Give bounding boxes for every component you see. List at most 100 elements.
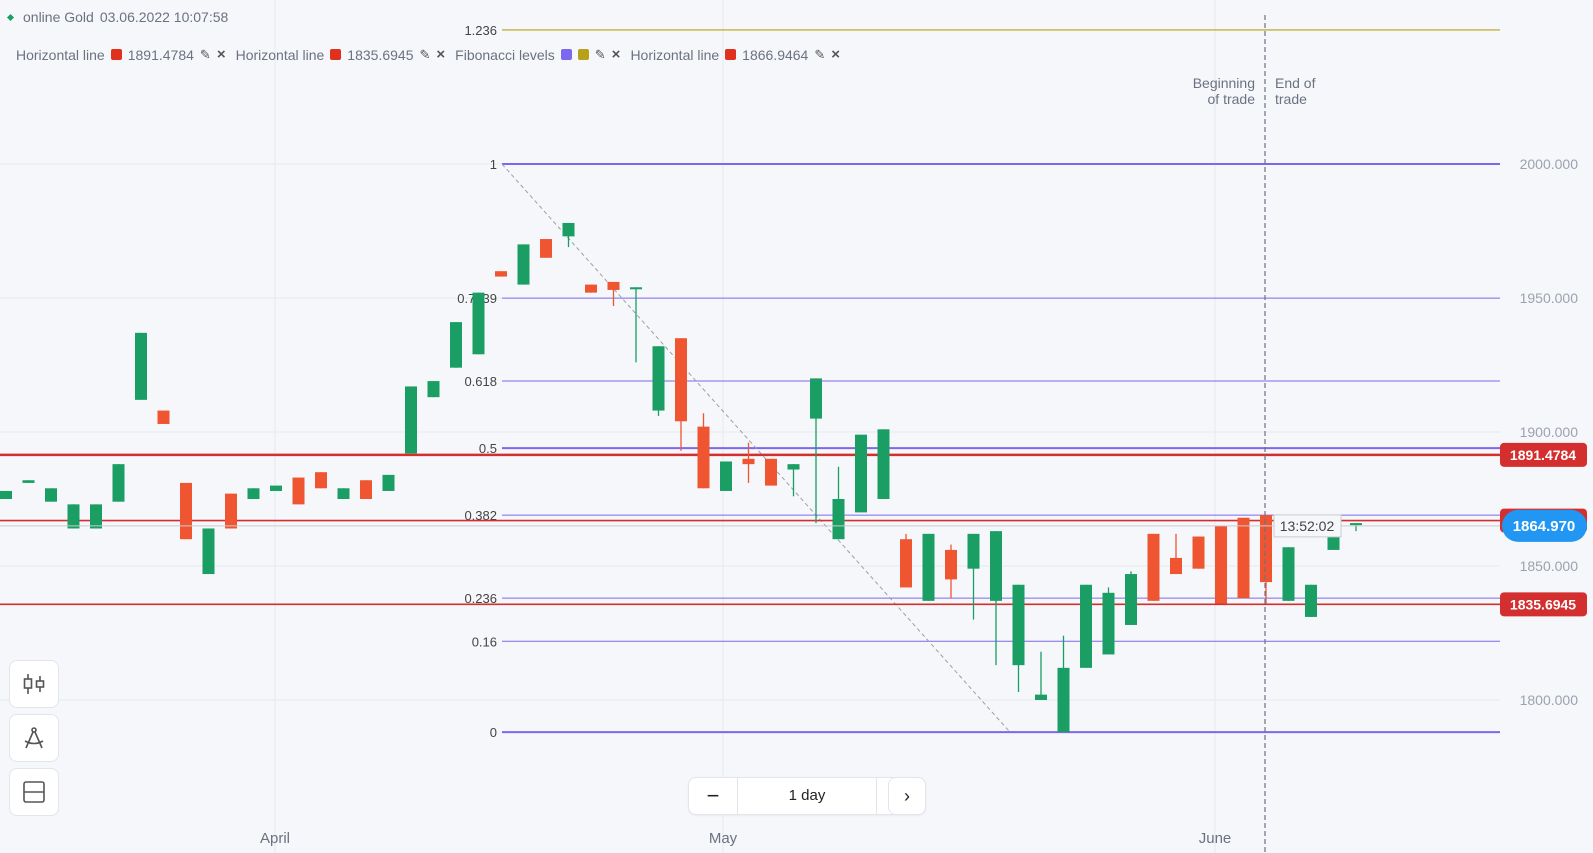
candle-body: [315, 472, 327, 489]
candle-body: [1057, 667, 1070, 733]
countdown-timer: 13:52:02: [1280, 518, 1335, 534]
price-axis: 1800.000 1850.000 1900.000 1950.000 2000.000: [1520, 156, 1579, 708]
online-indicator-icon: [6, 13, 15, 21]
candle-body: [1147, 533, 1160, 601]
edit-icon[interactable]: ✎: [419, 46, 431, 62]
edit-icon[interactable]: ✎: [814, 46, 826, 62]
candle-body: [270, 485, 282, 491]
candle-body: [1080, 584, 1092, 668]
candle-body: [517, 244, 530, 285]
candle-body: [675, 338, 687, 422]
candle-body: [1012, 584, 1025, 666]
y-tick-label: 1800.000: [1520, 692, 1579, 708]
legend-label: Fibonacci levels: [455, 46, 555, 63]
countdown-box: [1273, 514, 1342, 538]
candle-body: [157, 410, 170, 424]
fibonacci-level-label: 0: [490, 725, 497, 740]
candle-body: [1192, 536, 1205, 569]
candle-body: [337, 488, 350, 499]
candlestick-icon: [23, 674, 45, 694]
legend-hline-1[interactable]: Horizontal line 1891.4784 ✎ ×: [16, 46, 226, 63]
candle-body: [1215, 525, 1227, 604]
candle-body: [495, 271, 507, 277]
legend-fibonacci[interactable]: Fibonacci levels ✎ ×: [455, 46, 620, 63]
candle-body: [90, 504, 102, 529]
candle-body: [945, 549, 957, 580]
candle-body: [22, 480, 35, 483]
close-icon[interactable]: ×: [611, 46, 621, 63]
fibonacci-level-label: 1: [490, 157, 497, 172]
x-tick-label: April: [260, 830, 290, 847]
chart-toolbar: [9, 660, 59, 822]
price-tag: [1500, 442, 1587, 467]
color-swatch[interactable]: [560, 49, 572, 60]
candle-body: [360, 480, 372, 499]
candle-body: [427, 381, 440, 398]
candle-body: [967, 533, 980, 569]
candle-body: [67, 504, 80, 529]
zoom-out-button[interactable]: −: [706, 783, 720, 808]
end-of-trade-label: End of: [1275, 75, 1316, 91]
candle-body: [1102, 592, 1115, 655]
candlesticks: [0, 222, 1362, 733]
timeframe-label: 1 day: [737, 778, 877, 814]
close-icon[interactable]: ×: [216, 46, 226, 63]
layout-button[interactable]: [9, 768, 59, 816]
legend-value: 1866.9464: [742, 46, 809, 63]
candle-body: [742, 458, 755, 465]
candle-body: [585, 284, 597, 293]
candle-body: [247, 488, 260, 499]
legend-value: 1835.6945: [347, 46, 414, 63]
candle-body: [0, 490, 12, 499]
compass-icon: [24, 727, 44, 749]
chart-type-button[interactable]: [9, 660, 59, 708]
candle-body: [1282, 547, 1295, 601]
color-swatch[interactable]: [330, 49, 342, 60]
fibonacci-level-label: 0.236: [464, 591, 497, 606]
y-tick-label: 1950.000: [1520, 290, 1579, 306]
color-swatch[interactable]: [725, 49, 737, 60]
candle-body: [765, 458, 777, 486]
edit-icon[interactable]: ✎: [199, 46, 211, 62]
candle-body: [112, 464, 125, 502]
candle-body: [1035, 694, 1047, 700]
candle-body: [697, 426, 710, 489]
drawing-tools-button[interactable]: [9, 714, 59, 762]
color-swatch[interactable]: [577, 49, 589, 60]
candle-body: [292, 477, 305, 505]
legend-hline-2[interactable]: Horizontal line 1835.6945 ✎ ×: [236, 46, 446, 63]
fibonacci-trendline: [501, 163, 1011, 733]
candle-body: [810, 378, 822, 419]
fibonacci-level-label: 0.5: [479, 441, 497, 456]
legend-label: Horizontal line: [16, 46, 105, 63]
scroll-forward-button[interactable]: ›: [888, 777, 926, 815]
chart-title: online Gold 03.06.2022 10:07:58: [6, 9, 228, 25]
grid: April May June: [0, 0, 1500, 853]
beginning-of-trade-label: Beginning: [1193, 75, 1255, 91]
legend-hline-3[interactable]: Horizontal line 1866.9464 ✎ ×: [630, 46, 840, 63]
candle-body: [607, 281, 620, 290]
close-icon[interactable]: ×: [436, 46, 446, 63]
candle-body: [787, 464, 800, 470]
price-tag-value: 1891.4784: [1510, 447, 1576, 463]
fibonacci-level-label: 0.16: [472, 634, 497, 649]
candle-body: [832, 499, 845, 540]
legend-label: Horizontal line: [630, 46, 720, 63]
fibonacci-level-label: 1.236: [464, 23, 497, 38]
candle-body: [562, 222, 575, 237]
edit-icon[interactable]: ✎: [594, 46, 606, 62]
candle-body: [652, 346, 665, 411]
legend-label: Horizontal line: [235, 46, 325, 63]
indicator-legend: Horizontal line 1891.4784 ✎ × Horizontal…: [16, 46, 850, 63]
candle-body: [540, 239, 552, 258]
candle-body: [135, 332, 147, 400]
color-swatch[interactable]: [110, 49, 122, 60]
end-of-trade-label: trade: [1275, 91, 1307, 107]
y-tick-label: 1900.000: [1520, 424, 1579, 440]
close-icon[interactable]: ×: [831, 46, 841, 63]
instrument-name: online Gold: [23, 9, 94, 25]
